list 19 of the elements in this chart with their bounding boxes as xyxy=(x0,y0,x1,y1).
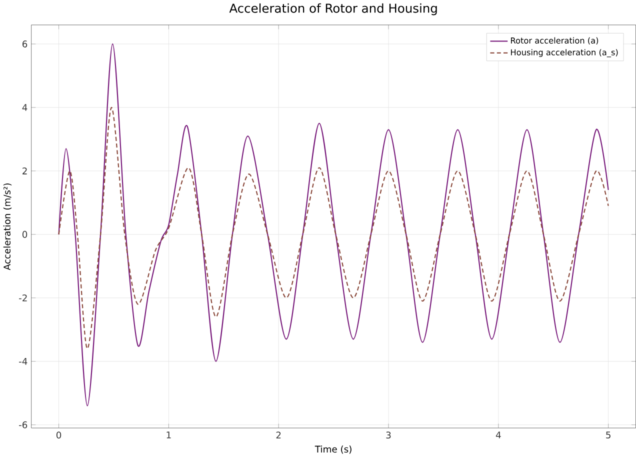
y-tick-label: 4 xyxy=(22,104,28,111)
line-series xyxy=(58,106,609,350)
x-axis-title: Time (s) xyxy=(314,445,352,454)
y-tick-label: 2 xyxy=(22,167,27,174)
x-tick-label: 2 xyxy=(276,432,281,438)
y-axis-title: Acceleration (m/s²) xyxy=(3,183,12,270)
legend-label: Housing acceleration (a_s) xyxy=(511,49,618,58)
y-tick-label: -4 xyxy=(19,358,28,365)
y-tick-label: -6 xyxy=(19,421,28,428)
legend-label: Rotor acceleration (a) xyxy=(511,37,598,44)
y-tick-label: 6 xyxy=(22,40,28,48)
y-tick-label: -2 xyxy=(19,294,27,302)
x-tick-label: 0 xyxy=(56,432,62,438)
x-tick-label: 5 xyxy=(606,432,610,438)
x-tick-label: 1 xyxy=(166,432,171,438)
x-tick-label: 3 xyxy=(386,432,391,438)
x-tick-label: 4 xyxy=(496,432,501,438)
y-tick-label: 0 xyxy=(22,230,28,238)
chart-title: Acceleration of Rotor and Housing xyxy=(229,3,437,16)
